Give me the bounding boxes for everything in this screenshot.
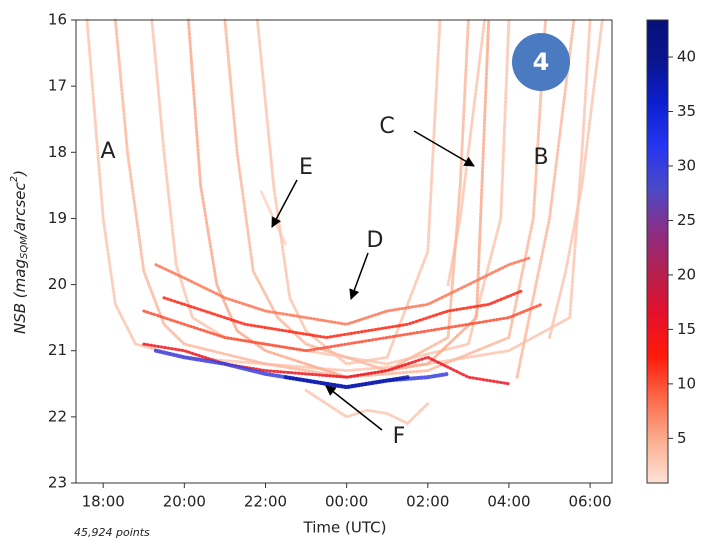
- annotation: F: [393, 424, 406, 449]
- annotation: B: [533, 145, 548, 170]
- x-axis-label: Time (UTC): [303, 519, 387, 537]
- y-tick-label: 16: [48, 11, 67, 29]
- x-tick-label: 02:00: [406, 493, 449, 511]
- x-tick-label: 18:00: [82, 493, 125, 511]
- point-track: [142, 342, 511, 386]
- point-track: [223, 18, 470, 373]
- y-axis-label: NSB (magSQM/arcsec2): [9, 170, 30, 334]
- point-track: [515, 18, 576, 379]
- colorbar-tick-label: 5: [677, 429, 687, 447]
- point-track: [142, 302, 543, 353]
- y-tick-label: 21: [48, 341, 67, 359]
- colorbar-tick-label: 10: [677, 374, 696, 392]
- point-track: [304, 388, 430, 426]
- point-track: [113, 18, 547, 379]
- colorbar-tick-label: 20: [677, 265, 696, 283]
- annotation: C: [379, 114, 394, 139]
- x-tick-label: 00:00: [325, 493, 368, 511]
- colorbar: [646, 19, 669, 484]
- arrows: [271, 130, 475, 431]
- axes-frame: [75, 19, 613, 484]
- colorbar-tick-label: 15: [677, 320, 696, 338]
- colorbar-tick-label: 35: [677, 102, 696, 120]
- x-tick-label: 22:00: [244, 493, 287, 511]
- point-track: [548, 18, 604, 339]
- x-tick-label: 20:00: [163, 493, 206, 511]
- annotation: D: [367, 228, 384, 253]
- point-track: [283, 375, 410, 390]
- y-tick-label: 23: [48, 474, 67, 492]
- colorbar-tick-label: 40: [677, 48, 696, 66]
- badge: [512, 33, 570, 91]
- annotation: E: [299, 155, 313, 180]
- x-tick-label: 06:00: [568, 493, 611, 511]
- annotation: A: [100, 139, 115, 164]
- x-tick-label: 04:00: [487, 493, 530, 511]
- point-track: [162, 289, 523, 340]
- y-tick-label: 19: [48, 209, 67, 227]
- point-track: [186, 18, 491, 379]
- y-tick-label: 18: [48, 143, 67, 161]
- colorbar-tick-label: 25: [677, 211, 696, 229]
- y-tick-label: 22: [48, 407, 67, 425]
- footnote: 45,924 points: [74, 526, 150, 539]
- point-track: [154, 256, 531, 326]
- y-tick-label: 17: [48, 77, 67, 95]
- point-track: [255, 18, 442, 366]
- y-tick-label: 20: [48, 275, 67, 293]
- badge-label: 4: [533, 48, 550, 76]
- colorbar-tick-label: 30: [677, 156, 696, 174]
